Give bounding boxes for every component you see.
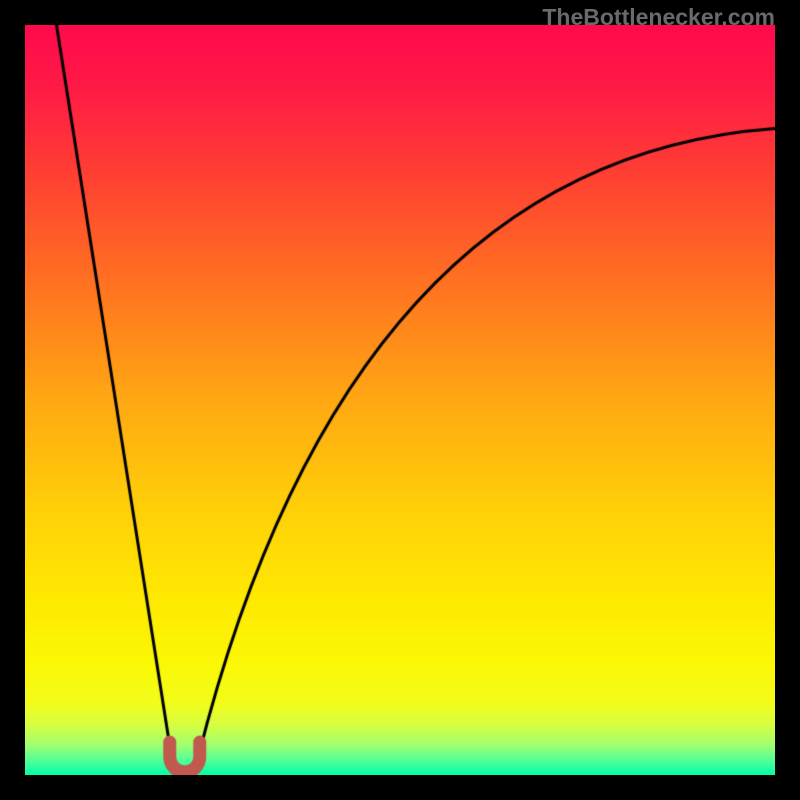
bottleneck-chart-canvas — [25, 25, 775, 775]
source-watermark: TheBottlenecker.com — [542, 4, 775, 31]
chart-frame — [0, 0, 800, 800]
